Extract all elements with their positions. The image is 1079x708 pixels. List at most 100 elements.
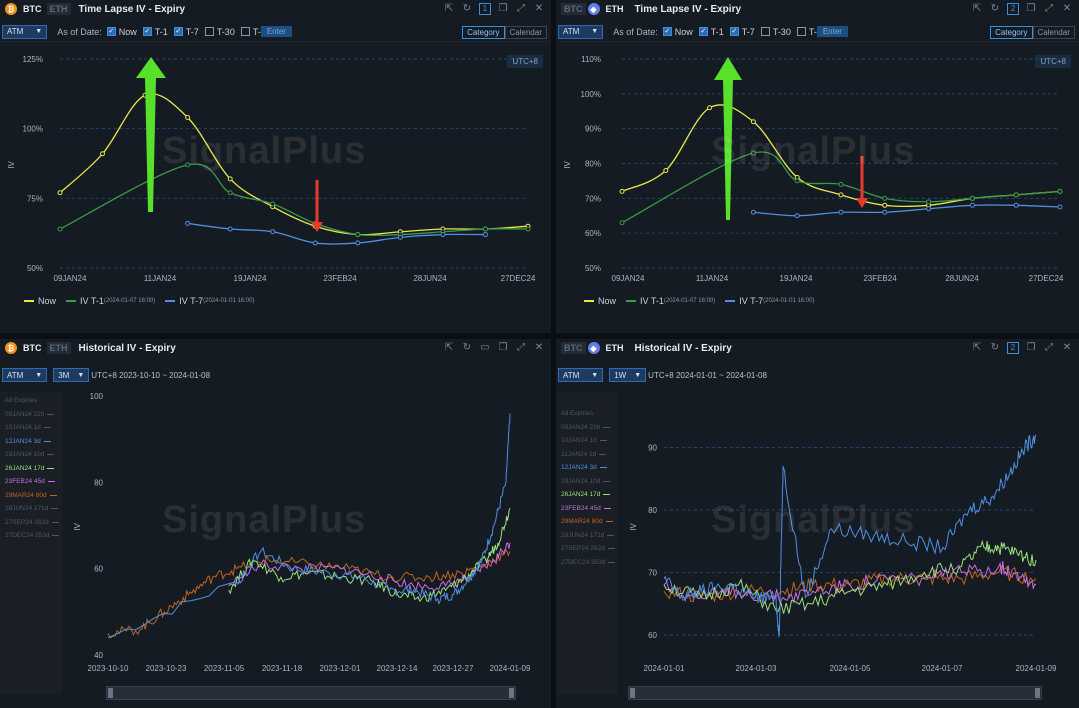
coin-tab-eth[interactable]: ETH [46,342,71,354]
folder-icon[interactable]: ▭ [480,342,490,353]
x-tick-label: 2023-12-27 [433,664,474,673]
expiry-item[interactable]: 12JAN24 3d [0,435,62,449]
eth-coin-icon[interactable]: ◆ [587,342,600,354]
custom-day-input[interactable]: Enter [260,26,292,37]
check-t30[interactable]: T-30 [760,27,791,37]
check-t7[interactable]: ✓ T-7 [729,27,755,37]
coin-tab-eth[interactable]: ETH [46,3,71,15]
atm-select[interactable]: ATM ▼ [558,24,604,39]
legend-item-t1[interactable]: IV T-1 (2024-01-07 16:00) [66,296,155,306]
expand-icon[interactable]: ⤢ [1045,342,1053,353]
legend-item-t7[interactable]: IV T-7 (2024-01-01 16:00) [165,296,254,306]
slider-handle-left[interactable] [108,688,113,698]
atm-select[interactable]: ATM ▼ [2,368,48,382]
expiry-item[interactable]: 27SEP24 262d [556,542,618,556]
coin-tab-btc[interactable]: BTC [23,343,42,353]
expiry-item[interactable]: 19JAN24 10d [0,448,62,462]
expiry-item[interactable]: 09JAN24 22h [0,408,62,422]
expiry-item[interactable]: 27DEC24 353d [0,529,62,543]
y-tick-label: 80 [648,506,657,515]
expand-icon[interactable]: ⤢ [1045,3,1053,14]
period-select[interactable]: 1W ▼ [609,368,647,382]
close-icon[interactable]: ✕ [1062,3,1072,14]
coin-tab-eth[interactable]: ETH [605,343,624,353]
expiry-item[interactable]: 19JAN24 10d [556,475,618,489]
expand-icon[interactable]: ⤢ [517,342,525,353]
expiry-item[interactable]: 23FEB24 45d [0,475,62,489]
atm-select[interactable]: ATM ▼ [558,368,604,382]
legend-item-now[interactable]: Now [584,296,616,306]
category-toggle[interactable]: Category [462,26,505,39]
check-custom[interactable]: T- Enter [796,26,848,37]
check-t1[interactable]: ✓ T-1 [142,27,168,37]
expiry-item[interactable]: 26JAN24 17d [0,462,62,476]
coin-tab-eth[interactable]: ETH [605,4,624,14]
expiry-item[interactable]: 23FEB24 45d [556,502,618,516]
slider-handle-right[interactable] [509,688,514,698]
legend-item-now[interactable]: Now [24,296,56,306]
copy-icon[interactable]: ❐ [498,342,508,353]
expiry-item[interactable]: 27DEC24 353d [556,556,618,570]
expand-icon[interactable]: ⤢ [517,3,525,14]
expiry-item[interactable]: 28JUN24 171d [556,529,618,543]
window-number-badge[interactable]: 2 [1007,342,1019,354]
check-t30[interactable]: T-30 [204,27,235,37]
refresh-icon[interactable]: ↻ [990,342,1000,353]
expiry-item[interactable]: 27SEP24 262d [0,516,62,530]
check-t1[interactable]: ✓ T-1 [698,27,724,37]
expiry-item[interactable]: 26JAN24 17d [556,488,618,502]
calendar-toggle[interactable]: Calendar [1032,26,1075,39]
external-link-icon[interactable]: ⇱ [972,342,982,353]
external-link-icon[interactable]: ⇱ [444,342,454,353]
eth-coin-icon[interactable]: ◆ [587,3,600,15]
coin-tab-btc[interactable]: BTC [561,342,586,354]
close-icon[interactable]: ✕ [1062,342,1072,353]
y-tick-label: 90 [648,444,657,453]
copy-icon[interactable]: ❐ [498,3,508,14]
copy-icon[interactable]: ❐ [1026,3,1036,14]
expiry-label: 23FEB24 45d [5,478,45,486]
slider-handle-left[interactable] [630,688,635,698]
external-link-icon[interactable]: ⇱ [444,3,454,14]
window-number-badge[interactable]: 1 [479,3,491,15]
expiry-item[interactable]: 28JUN24 171d [0,502,62,516]
expiry-item[interactable]: 10JAN24 1d [0,421,62,435]
custom-day-input[interactable]: Enter [816,26,848,37]
check-custom[interactable]: T- Enter [240,26,292,37]
expiry-item[interactable]: 10JAN24 1d [556,434,618,448]
checkbox-icon: ✓ [698,27,708,36]
check-t7[interactable]: ✓ T-7 [173,27,199,37]
coin-tab-btc[interactable]: BTC [561,3,586,15]
external-link-icon[interactable]: ⇱ [972,3,982,14]
period-select[interactable]: 3M ▼ [53,368,90,382]
expiry-item[interactable]: 11JAN24 2d [556,448,618,462]
coin-tab-btc[interactable]: BTC [23,4,42,14]
legend-item-t1[interactable]: IV T-1 (2024-01-07 16:00) [626,296,715,306]
expiry-item[interactable]: 29MAR24 80d [556,515,618,529]
window-number-badge[interactable]: 2 [1007,3,1019,15]
copy-icon[interactable]: ❐ [1026,342,1036,353]
check-now[interactable]: ✓ Now [106,27,137,37]
legend-item-t7[interactable]: IV T-7 (2024-01-01 16:00) [725,296,814,306]
close-icon[interactable]: ✕ [534,3,544,14]
refresh-icon[interactable]: ↻ [462,3,472,14]
check-now[interactable]: ✓ Now [662,27,693,37]
expiry-item[interactable]: All Expiries [556,407,618,421]
time-range-slider[interactable] [628,686,1042,700]
expiry-item[interactable]: 12JAN24 3d [556,461,618,475]
close-icon[interactable]: ✕ [534,342,544,353]
atm-select[interactable]: ATM ▼ [2,24,48,39]
expiry-item[interactable]: 29MAR24 80d [0,489,62,503]
time-range-slider[interactable] [106,686,516,700]
data-point [185,115,191,121]
refresh-icon[interactable]: ↻ [990,3,1000,14]
refresh-icon[interactable]: ↻ [462,342,472,353]
y-tick-label: 80% [585,160,601,169]
calendar-toggle[interactable]: Calendar [504,26,547,39]
category-toggle[interactable]: Category [990,26,1033,39]
btc-coin-icon[interactable]: ₿ [5,3,17,15]
expiry-item[interactable]: 09JAN24 22h [556,421,618,435]
expiry-item[interactable]: All Expiries [0,394,62,408]
btc-coin-icon[interactable]: ₿ [5,342,17,354]
slider-handle-right[interactable] [1035,688,1040,698]
